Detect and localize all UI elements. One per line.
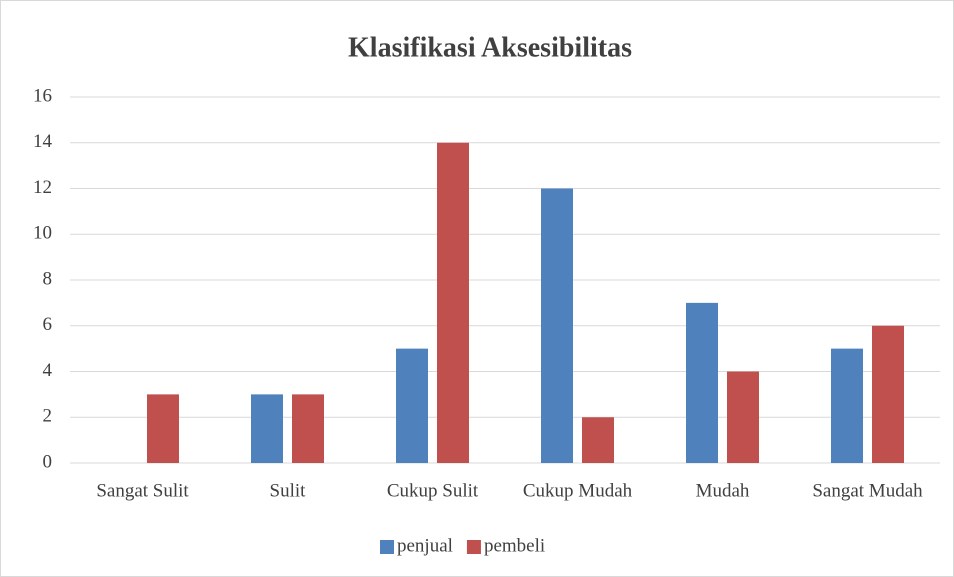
legend-label: penjual	[397, 535, 453, 556]
bar	[541, 188, 573, 463]
y-tick-label: 16	[33, 85, 52, 106]
chart-title: Klasifikasi Aksesibilitas	[348, 32, 632, 63]
y-tick-label: 2	[43, 406, 53, 427]
y-tick-label: 10	[33, 223, 52, 244]
y-tick-label: 0	[43, 451, 53, 472]
bar	[582, 417, 614, 463]
bar	[727, 371, 759, 463]
x-tick-label: Cukup Sulit	[387, 480, 479, 501]
y-tick-label: 6	[43, 314, 53, 335]
bar	[437, 142, 469, 463]
bar	[292, 394, 324, 463]
bar	[251, 394, 283, 463]
bar	[396, 348, 428, 463]
legend-swatch	[466, 540, 481, 554]
x-tick-label: Cukup Mudah	[523, 480, 633, 501]
legend-label: pembeli	[484, 535, 545, 556]
y-tick-label: 14	[33, 131, 53, 152]
y-tick-label: 12	[33, 177, 52, 198]
x-tick-label: Sangat Mudah	[812, 480, 923, 501]
x-tick-label: Sulit	[270, 480, 307, 501]
bar	[686, 302, 718, 463]
x-tick-label: Sangat Sulit	[96, 480, 189, 501]
bar	[872, 325, 904, 463]
bar	[831, 348, 863, 463]
legend-swatch	[380, 540, 394, 554]
y-tick-label: 4	[43, 360, 53, 381]
x-tick-label: Mudah	[696, 480, 750, 501]
y-tick-label: 8	[43, 268, 53, 289]
bar	[147, 394, 179, 463]
